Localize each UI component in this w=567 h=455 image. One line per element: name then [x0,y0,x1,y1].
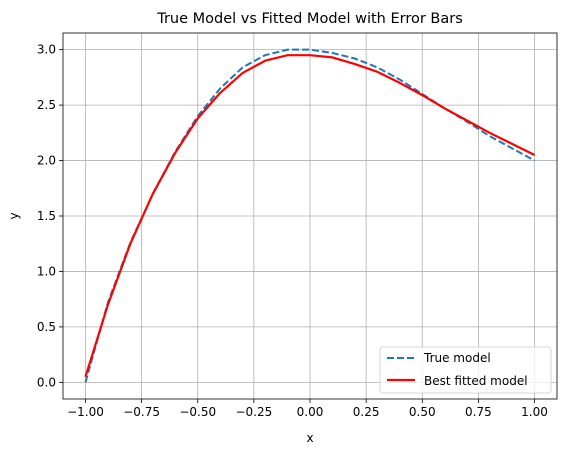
x-tick-label: 1.00 [521,405,548,419]
x-tick-label: 0.50 [409,405,436,419]
x-tick-label: −1.00 [67,405,104,419]
grid [63,33,557,399]
x-tick-label: 0.25 [353,405,380,419]
y-axis-label: y [7,212,21,219]
y-tick-label: 0.5 [37,320,56,334]
x-tick-label: 0.75 [465,405,492,419]
x-axis: −1.00 −0.75 −0.50 −0.25 0.00 0.25 0.50 0.75 1.00 [67,399,548,419]
y-axis: 0.0 0.5 1.0 1.5 2.0 2.5 3.0 [37,43,63,389]
y-tick-label: 2.5 [37,98,56,112]
x-tick-label: −0.25 [235,405,272,419]
best-fitted-model-line [84,54,536,378]
y-tick-label: 0.0 [37,375,56,389]
y-tick-label: 2.0 [37,154,56,168]
y-tick-label: 3.0 [37,43,56,57]
y-tick-label: 1.5 [37,209,56,223]
x-axis-label: x [306,431,313,445]
legend-box [379,346,552,394]
y-tick-label: 1.0 [37,264,56,278]
x-tick-label: −0.50 [179,405,216,419]
legend-label-true-model: True model [423,351,491,365]
legend-label-best-fitted-model: Best fitted model [424,374,528,388]
legend: True model Best fitted model [379,346,552,394]
x-tick-label: −0.75 [123,405,160,419]
series-layer [84,48,536,383]
x-tick-label: 0.00 [297,405,324,419]
chart-title: True Model vs Fitted Model with Error Ba… [156,11,463,27]
